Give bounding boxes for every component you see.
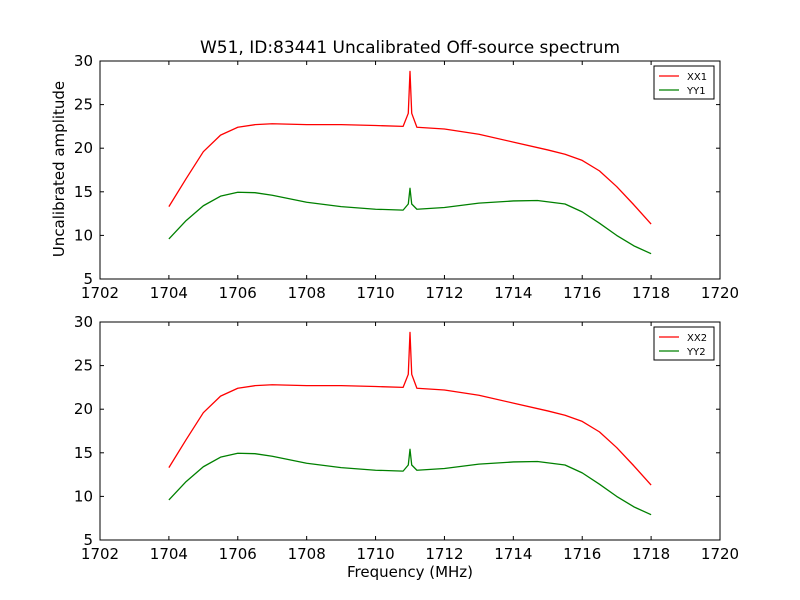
- series-line-yy2: [168, 448, 652, 516]
- legend-label: XX2: [687, 333, 707, 344]
- x-tick-label: 1718: [632, 545, 670, 563]
- x-tick-label: 1716: [563, 284, 601, 302]
- x-axis-label: Frequency (MHz): [347, 563, 473, 581]
- x-tick-label: 1718: [632, 284, 670, 302]
- legend-label: YY2: [686, 347, 706, 358]
- y-tick-label: 20: [74, 139, 93, 157]
- figure-title: W51, ID:83441 Uncalibrated Off-source sp…: [200, 38, 620, 58]
- x-tick-label: 1704: [150, 284, 188, 302]
- legend-label: XX1: [687, 72, 707, 83]
- y-tick-label: 10: [74, 226, 93, 244]
- bottom-panel: 1702 1704 1706 1708 1710 1712 1714 1716 1718 1720…: [74, 313, 739, 563]
- x-tick-label: 1702: [81, 545, 119, 563]
- x-tick-label: 1708: [288, 545, 326, 563]
- series-line-xx1: [168, 70, 652, 225]
- x-tick-label: 1706: [219, 545, 257, 563]
- legend-label: YY1: [686, 86, 706, 97]
- top-panel: 1702 1704 1706 1708 1710 1712 1714 1716 1718 1720…: [74, 52, 739, 302]
- y-tick-label: 30: [74, 52, 93, 70]
- legend-box: [653, 326, 715, 361]
- y-tick-label: 25: [74, 357, 93, 375]
- y-tick-label: 15: [74, 444, 93, 462]
- x-tick-label: 1712: [425, 284, 463, 302]
- x-tick-label: 1720: [701, 284, 739, 302]
- x-tick-label: 1712: [425, 545, 463, 563]
- y-tick-label: 5: [83, 270, 93, 288]
- x-tick-label: 1702: [81, 284, 119, 302]
- y-tick-label: 15: [74, 183, 93, 201]
- x-tick-label: 1710: [356, 545, 394, 563]
- plot-frame: [99, 321, 721, 541]
- y-axis-label: Uncalibrated amplitude: [50, 81, 68, 257]
- x-tick-label: 1704: [150, 545, 188, 563]
- x-tick-label: 1706: [219, 284, 257, 302]
- plot-frame: [99, 60, 721, 280]
- x-tick-label: 1714: [494, 284, 532, 302]
- y-tick-label: 5: [83, 531, 93, 549]
- series-line-yy1: [168, 187, 652, 255]
- x-tick-label: 1720: [701, 545, 739, 563]
- x-tick-label: 1716: [563, 545, 601, 563]
- series-line-xx2: [168, 331, 652, 486]
- x-tick-label: 1710: [356, 284, 394, 302]
- x-tick-label: 1714: [494, 545, 532, 563]
- y-tick-label: 10: [74, 487, 93, 505]
- legend-box: [653, 65, 715, 100]
- x-tick-label: 1708: [288, 284, 326, 302]
- y-tick-label: 20: [74, 400, 93, 418]
- y-tick-label: 25: [74, 96, 93, 114]
- y-tick-label: 30: [74, 313, 93, 331]
